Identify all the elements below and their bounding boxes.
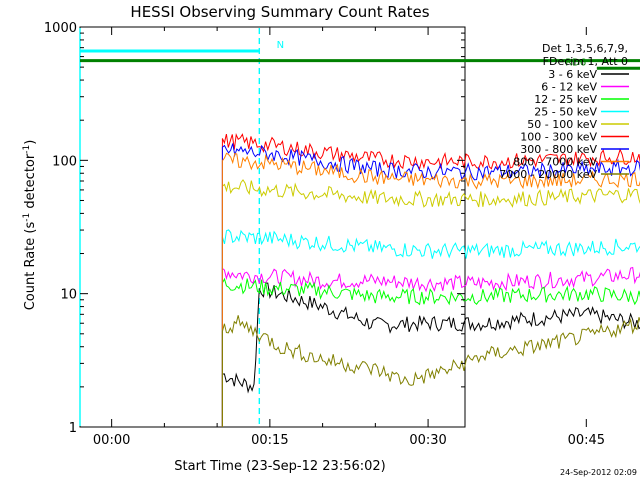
y-axis-label-sup: -1 (22, 213, 32, 222)
series-line (221, 179, 640, 427)
series-line (221, 277, 640, 427)
legend-label: 12 - 25 keV (534, 93, 597, 106)
series-line (221, 315, 640, 427)
series-line (221, 143, 640, 427)
y-axis-label: Count Rate (s-1 detector-1) (22, 140, 38, 311)
x-axis-label: Start Time (23-Sep-12 23:56:02) (174, 459, 385, 474)
series-line (221, 229, 640, 427)
legend-label: 100 - 300 keV (520, 131, 597, 144)
x-tick-label: 00:30 (409, 433, 446, 448)
legend-title-line: Det 1,3,5,6,7,9, (542, 42, 628, 55)
y-tick-label: 100 (52, 154, 77, 169)
state-bar-label: N (277, 40, 284, 51)
legend-title-line: FDecim 1, Att 0 (543, 55, 628, 68)
legend-label: 800 - 7000 keV (513, 156, 597, 169)
legend-label: 25 - 50 keV (534, 106, 597, 119)
y-tick-label: 1000 (44, 21, 77, 36)
series-line (221, 132, 640, 427)
legend-label: 6 - 12 keV (541, 81, 597, 94)
series-line (221, 152, 640, 427)
y-axis-label-sup: -1 (22, 145, 32, 154)
legend: Det 1,3,5,6,7,9, FDecim 1, Att 0 3 - 6 k… (499, 42, 629, 181)
y-axis-label-part: ) (23, 140, 38, 145)
y-axis: 1 10 100 1000 (44, 21, 465, 436)
plot-area: NSRD0RD6 (79, 26, 640, 428)
y-tick-label: 10 (60, 288, 77, 303)
y-tick-label: 1 (69, 421, 77, 436)
timestamp: 24-Sep-2012 02:09 (560, 468, 637, 477)
series-line (221, 266, 640, 427)
plot-frame (79, 26, 466, 428)
series-line (221, 282, 640, 427)
y-axis-label-part: detector (23, 153, 38, 213)
legend-label: 7000 - 20000 keV (499, 168, 597, 181)
legend-label: 300 - 800 keV (520, 143, 597, 156)
legend-label: 3 - 6 keV (548, 68, 597, 81)
x-tick-label: 00:15 (251, 433, 288, 448)
y-axis-label-part: Count Rate (s (23, 222, 38, 311)
legend-label: 50 - 100 keV (527, 118, 597, 131)
state-bar-label: RD6 (565, 57, 586, 68)
chart-title: HESSI Observing Summary Count Rates (130, 3, 429, 21)
x-tick-label: 00:45 (568, 433, 605, 448)
x-tick-label: 00:00 (93, 433, 130, 448)
